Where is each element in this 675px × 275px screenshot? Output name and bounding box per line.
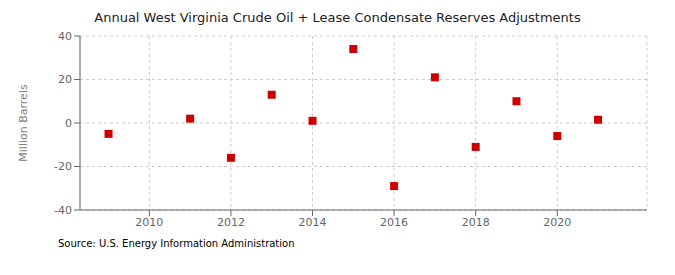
svg-text:2010: 2010	[135, 216, 163, 229]
svg-text:2016: 2016	[380, 216, 408, 229]
svg-text:2018: 2018	[462, 216, 490, 229]
svg-text:20: 20	[58, 73, 72, 86]
svg-text:-40: -40	[54, 204, 72, 217]
html-text:Annual West Virginia Crude Oil: Annual West Virginia Crude Oil + Lease C…	[94, 10, 581, 25]
svg-text:Million Barrels: Million Barrels	[17, 84, 30, 162]
svg-text:2014: 2014	[299, 216, 327, 229]
svg-text:-20: -20	[54, 160, 72, 173]
svg-text:2020: 2020	[543, 216, 571, 229]
html-text:Source: U.S. Energy Informatio: Source: U.S. Energy Information Administ…	[58, 238, 295, 249]
svg-text:0: 0	[65, 117, 72, 130]
svg-text:2012: 2012	[217, 216, 245, 229]
svg-text:40: 40	[58, 30, 72, 43]
